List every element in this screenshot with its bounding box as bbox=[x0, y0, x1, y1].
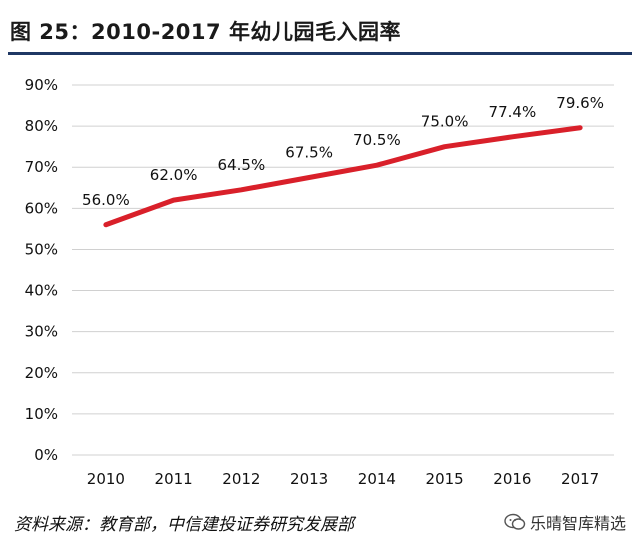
watermark-text: 乐晴智库精选 bbox=[529, 514, 626, 533]
y-tick-label: 80% bbox=[25, 117, 58, 135]
data-label: 62.0% bbox=[150, 166, 198, 184]
y-tick-label: 50% bbox=[25, 240, 58, 258]
series-line bbox=[103, 125, 583, 228]
gridlines bbox=[72, 84, 614, 456]
data-label: 56.0% bbox=[82, 191, 130, 209]
x-tick-label: 2014 bbox=[358, 470, 396, 488]
y-axis-ticks: 0% 10% 20% 30% 40% 50% 60% 70% 80% 90% bbox=[25, 76, 58, 464]
y-tick-label: 60% bbox=[25, 199, 58, 217]
x-tick-label: 2013 bbox=[290, 470, 328, 488]
wechat-icon bbox=[504, 513, 526, 530]
y-tick-label: 30% bbox=[25, 323, 58, 341]
data-label: 79.6% bbox=[556, 94, 604, 112]
y-tick-label: 10% bbox=[25, 405, 58, 423]
y-tick-label: 20% bbox=[25, 364, 58, 382]
x-tick-label: 2015 bbox=[426, 470, 464, 488]
data-label: 67.5% bbox=[285, 144, 333, 162]
chart-title: 图 25：2010-2017 年幼儿园毛入园率 bbox=[10, 20, 401, 44]
data-label: 70.5% bbox=[353, 131, 401, 149]
y-tick-label: 90% bbox=[25, 76, 58, 94]
source-note: 资料来源：教育部，中信建投证券研究发展部 bbox=[14, 515, 354, 535]
data-label: 64.5% bbox=[218, 156, 266, 174]
y-tick-label: 70% bbox=[25, 158, 58, 176]
x-axis-ticks: 2010 2011 2012 2013 2014 2015 2016 2017 bbox=[87, 470, 599, 488]
y-tick-label: 0% bbox=[34, 446, 58, 464]
watermark: 乐晴智库精选 bbox=[504, 510, 626, 534]
x-tick-label: 2017 bbox=[561, 470, 599, 488]
x-tick-label: 2016 bbox=[493, 470, 531, 488]
x-tick-label: 2010 bbox=[87, 470, 125, 488]
x-tick-label: 2012 bbox=[222, 470, 260, 488]
data-label: 77.4% bbox=[489, 103, 537, 121]
series bbox=[103, 125, 583, 228]
x-tick-label: 2011 bbox=[155, 470, 193, 488]
title-rule bbox=[8, 52, 632, 55]
y-tick-label: 40% bbox=[25, 282, 58, 300]
data-label: 75.0% bbox=[421, 113, 469, 131]
data-labels: 56.0% 62.0% 64.5% 67.5% 70.5% 75.0% 77.4% 79.6% bbox=[82, 94, 604, 209]
